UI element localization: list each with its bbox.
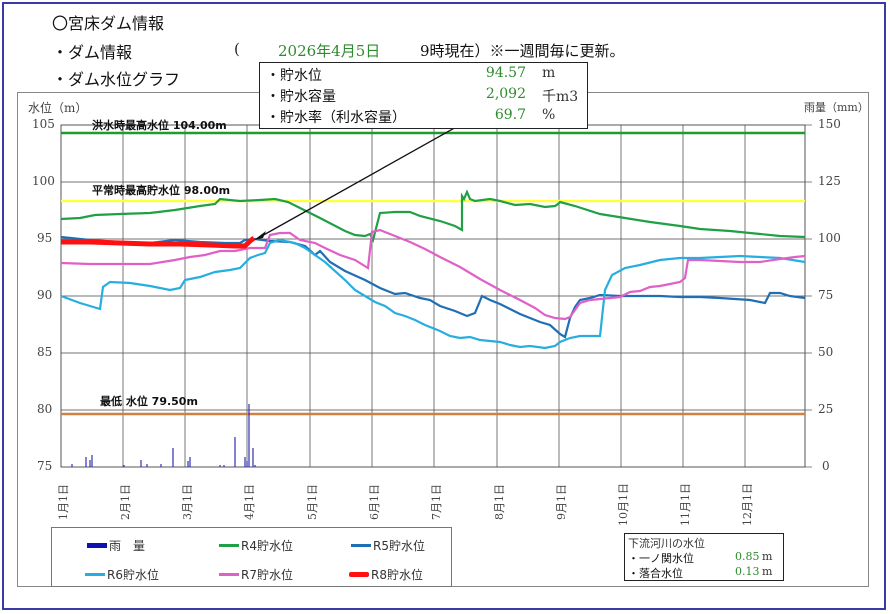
x-tick: 5月1日 bbox=[306, 484, 319, 520]
r4-swatch-icon bbox=[219, 544, 239, 547]
y-axis-label-right: 雨量（mm） bbox=[804, 101, 869, 114]
x-tick: 11月1日 bbox=[679, 483, 692, 526]
r8-swatch-icon bbox=[349, 572, 369, 577]
info-value-volume: 2,092 bbox=[485, 86, 526, 102]
river-unit-ochiai: m bbox=[762, 565, 773, 578]
river-value-ochiai: 0.13 bbox=[735, 565, 760, 578]
river-unit-ichinoseki: m bbox=[762, 550, 773, 563]
y2-tick: 0 bbox=[822, 459, 830, 473]
legend-label: R7貯水位 bbox=[241, 568, 293, 582]
legend-item-rain: 雨 量 bbox=[87, 537, 145, 554]
river-label-ochiai: ・落合水位 bbox=[628, 567, 683, 580]
update-time-note: 9時現在）※一週間毎に更新。 bbox=[420, 42, 625, 60]
y2-tick: 50 bbox=[818, 345, 834, 359]
y2-tick: 25 bbox=[818, 402, 834, 416]
x-tick: 10月1日 bbox=[617, 483, 630, 526]
legend-item-r6: R6貯水位 bbox=[85, 566, 159, 583]
river-label-ichinoseki: ・一ノ関水位 bbox=[628, 552, 694, 565]
legend-label: R4貯水位 bbox=[241, 539, 293, 553]
y-tick: 75 bbox=[37, 459, 53, 473]
river-box-title: 下流河川の水位 bbox=[628, 537, 705, 550]
legend-item-r4: R4貯水位 bbox=[219, 537, 293, 554]
info-value-level: 94.57 bbox=[485, 65, 526, 81]
info-value-rate: 69.7 bbox=[494, 107, 526, 123]
legend-item-r5: R5貯水位 bbox=[351, 537, 425, 554]
x-tick: 9月1日 bbox=[555, 484, 568, 520]
legend-label: R5貯水位 bbox=[373, 539, 425, 553]
y-tick: 95 bbox=[37, 231, 53, 245]
y-tick: 100 bbox=[32, 174, 55, 188]
y-tick: 105 bbox=[32, 117, 55, 131]
page-title: 〇宮床ダム情報 bbox=[52, 14, 165, 33]
y-tick: 85 bbox=[37, 345, 53, 359]
y2-tick: 125 bbox=[818, 174, 841, 188]
y-tick: 90 bbox=[37, 288, 53, 302]
info-unit-volume: 千m3 bbox=[542, 89, 579, 105]
r6-swatch-icon bbox=[85, 573, 105, 576]
r7-swatch-icon bbox=[219, 573, 239, 576]
river-value-ichinoseki: 0.85 bbox=[735, 550, 760, 563]
x-tick: 1月1日 bbox=[57, 484, 70, 520]
paren-open: ( bbox=[234, 40, 240, 58]
y2-tick: 150 bbox=[818, 117, 841, 131]
info-label-volume: ・貯水容量 bbox=[266, 89, 336, 105]
x-tick: 4月1日 bbox=[243, 484, 256, 520]
y-tick: 80 bbox=[37, 402, 53, 416]
y2-tick: 75 bbox=[818, 288, 834, 302]
info-unit-level: m bbox=[542, 65, 556, 81]
rain-swatch-icon bbox=[87, 543, 107, 548]
y2-tick: 100 bbox=[818, 231, 841, 245]
x-tick: 7月1日 bbox=[430, 484, 443, 520]
legend-label: R6貯水位 bbox=[107, 568, 159, 582]
reservoir-info-box: ・貯水位 94.57 m ・貯水容量 2,092 千m3 ・貯水率（利水容量） … bbox=[259, 62, 588, 129]
x-tick: 2月1日 bbox=[119, 484, 132, 520]
legend-label: R8貯水位 bbox=[371, 568, 423, 582]
x-tick: 12月1日 bbox=[741, 483, 754, 526]
info-label-rate: ・貯水率（利水容量） bbox=[266, 110, 406, 126]
y-axis-label-left: 水位（m） bbox=[28, 101, 88, 115]
info-unit-rate: % bbox=[542, 107, 556, 123]
x-tick: 6月1日 bbox=[368, 484, 381, 520]
min-level-label: 最低 水位 79.50m bbox=[100, 395, 198, 408]
downstream-river-box: 下流河川の水位 ・一ノ関水位 0.85 m ・落合水位 0.13 m bbox=[624, 533, 784, 581]
legend-item-r7: R7貯水位 bbox=[219, 566, 293, 583]
dam-info-label: ・ダム情報 bbox=[52, 43, 133, 62]
info-label-level: ・貯水位 bbox=[266, 68, 322, 84]
normal-level-label: 平常時最高貯水位 98.00m bbox=[92, 184, 231, 197]
x-tick: 3月1日 bbox=[181, 484, 194, 520]
legend-label: 雨 量 bbox=[109, 539, 146, 553]
r5-swatch-icon bbox=[351, 544, 371, 547]
flood-level-label: 洪水時最高水位 104.00m bbox=[92, 119, 227, 132]
graph-label: ・ダム水位グラフ bbox=[52, 70, 181, 89]
update-date: 2026年4月5日 bbox=[278, 42, 381, 60]
chart-legend: 雨 量 R4貯水位 R5貯水位 R6貯水位 R7貯水位 R8貯水位 bbox=[51, 527, 452, 587]
legend-item-r8: R8貯水位 bbox=[349, 566, 423, 583]
x-tick: 8月1日 bbox=[493, 484, 506, 520]
